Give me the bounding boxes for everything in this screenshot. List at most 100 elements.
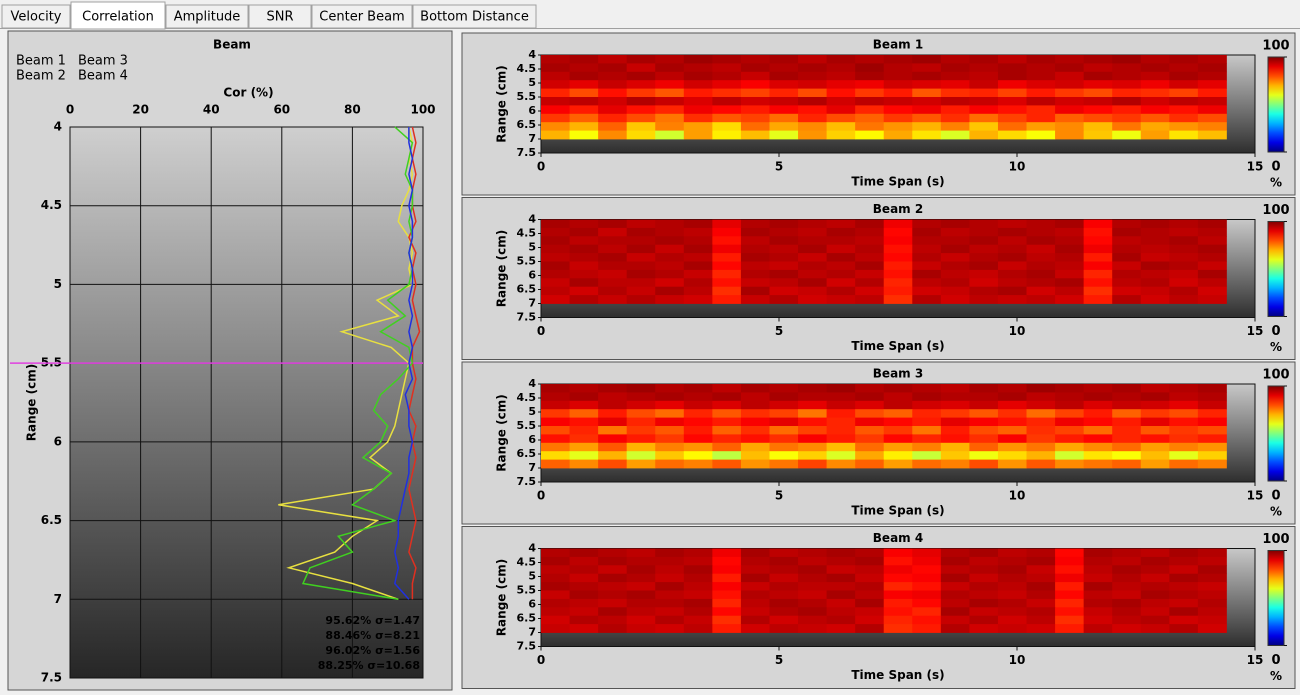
heatmap-cell [740,71,770,81]
heatmap-cell [769,88,799,98]
tab-label[interactable]: Amplitude [174,10,241,25]
heatmap-cell [1026,278,1056,288]
tab-label[interactable]: SNR [266,10,293,25]
heatmap-cell [1112,400,1142,410]
heatmap-cell [855,409,885,418]
heatmap-cell [1083,426,1113,435]
heatmap-cell [740,459,770,469]
heatmap-cell [1055,565,1085,575]
heatmap-cell [912,261,942,271]
tab[interactable]: Center Beam [311,4,413,29]
heatmap-cell [541,548,570,558]
tab[interactable]: SNR [248,4,312,29]
tab-label[interactable]: Bottom Distance [420,10,529,25]
heatmap-cell [1140,295,1170,304]
heatmap-cell [683,426,713,435]
heatmap-cell [598,417,628,427]
heatmap-cell [626,426,656,435]
heatmap-cell [1055,97,1085,106]
heatmap-cell [969,556,999,566]
heatmap-cell [1112,615,1142,625]
chart-title: Beam 3 [873,367,923,381]
heatmap-cell [1197,556,1227,566]
heatmap-cell [1083,573,1113,583]
plot-area [69,126,424,679]
heatmap-cell [541,244,570,254]
heatmap-cell [1140,409,1170,418]
heatmap-cell [969,80,999,89]
heatmap-cell [855,384,885,393]
heatmap-cell [712,236,742,246]
tab-label[interactable]: Center Beam [319,10,404,25]
heatmap-cell [826,582,856,591]
heatmap-cell [1026,253,1056,262]
heatmap-cell [826,55,856,64]
tab-label[interactable]: Velocity [11,10,62,25]
tab[interactable]: Amplitude [165,4,249,29]
heatmap-cell [740,295,770,304]
heatmap-cell [1140,244,1170,254]
heatmap-cell [740,442,770,452]
heatmap-cell [798,278,827,288]
tab[interactable]: Correlation [70,1,166,30]
tab-button[interactable] [1,4,71,29]
tab[interactable]: Velocity [1,4,71,29]
y-tick-label: 7.5 [41,671,62,685]
heatmap-cell [1112,295,1142,304]
heatmap-cell [1112,88,1142,98]
heatmap-cell [541,88,570,98]
heatmap-cell [1112,582,1142,591]
heatmap-cell [626,286,656,296]
heatmap-cell [855,434,885,444]
tab-button[interactable] [311,4,413,29]
tab[interactable]: Bottom Distance [412,4,537,29]
heatmap-cell [855,236,885,246]
heatmap-cell [969,607,999,617]
heatmap-cell [683,434,713,444]
y-tick-label: 4 [528,48,536,61]
tab-button[interactable] [165,4,249,29]
heatmap-cell [1112,269,1142,279]
tab-button[interactable] [70,1,166,30]
heatmap-cell [769,409,799,418]
tab-button[interactable] [412,4,537,29]
y-tick-label: 6 [528,104,536,117]
heatmap-cell [912,55,942,64]
heatmap-cell [740,400,770,410]
heatmap-cell [712,548,742,558]
heatmap-cell [1055,286,1085,296]
heatmap-cell [1169,122,1199,131]
heatmap-cell [1197,615,1227,625]
heatmap-cell [626,113,656,123]
heatmap-cell [912,105,942,115]
heatmap-cell [855,442,885,452]
heatmap-cell [598,459,628,469]
heatmap-cell [740,63,770,73]
series-line [301,126,414,601]
heatmap-cell [826,400,856,410]
tab-label[interactable]: Correlation [82,10,154,25]
heatmap-cell [541,459,570,469]
heatmap-cell [969,459,999,469]
heatmap-cell [569,400,599,410]
tab-button[interactable] [248,4,312,29]
heatmap-cell [655,384,685,393]
y-tick-label: 6 [528,433,536,446]
heatmap-cell [798,442,827,452]
x-axis-label: Time Span (s) [851,504,944,518]
heatmap-cell [1169,286,1199,296]
heatmap-cell [655,409,685,418]
heatmap-cell [1055,573,1085,583]
heatmap-cell [683,556,713,566]
heatmap-cell [1197,80,1227,89]
heatmap-cell [626,434,656,444]
heatmap-cell [1169,105,1199,115]
heatmap-cell [1197,278,1227,288]
heatmap-cell [1026,88,1056,98]
heatmap-cell [912,244,942,254]
heatmap-cell [940,244,970,254]
heatmap-cell [712,392,742,402]
heatmap-cell [1112,548,1142,558]
series-statistic: 88.25% σ=10.68 [318,659,420,672]
heatmap-cell [912,88,942,98]
